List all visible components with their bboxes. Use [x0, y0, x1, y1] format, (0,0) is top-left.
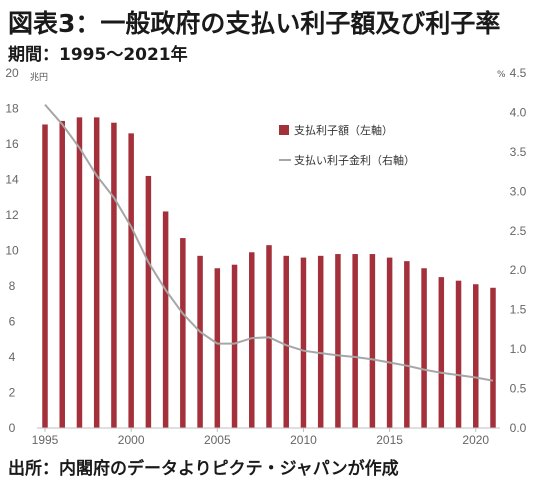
right-tick-label: 1.5	[510, 303, 527, 317]
right-tick-label: 0.5	[510, 382, 527, 396]
bar	[283, 255, 289, 428]
x-tick-label: 2020	[462, 433, 489, 447]
chart-subtitle: 期間：1995～2021年	[8, 45, 188, 65]
bar	[455, 280, 462, 428]
bar	[490, 287, 496, 428]
left-tick-label: 8	[9, 279, 16, 293]
bar	[386, 257, 393, 428]
right-tick-label: 0.0	[510, 421, 527, 435]
legend-bar-swatch	[279, 125, 289, 135]
bar	[59, 120, 65, 429]
bar	[404, 261, 410, 428]
bar	[214, 268, 221, 428]
bar	[231, 264, 238, 428]
bar	[300, 257, 307, 428]
bar	[352, 254, 358, 428]
bar-series	[42, 117, 496, 429]
x-tick-label: 2015	[376, 433, 403, 447]
left-tick-label: 12	[5, 208, 19, 222]
bar	[162, 211, 169, 428]
right-axis-unit: %	[497, 70, 506, 80]
left-tick-label: 16	[5, 137, 19, 151]
bar	[111, 122, 117, 428]
bar	[438, 277, 445, 428]
right-tick-label: 3.0	[510, 184, 527, 198]
x-tick-label: 1995	[32, 433, 59, 447]
x-tick-label: 2000	[118, 433, 145, 447]
bar	[180, 238, 186, 428]
bar	[145, 175, 152, 428]
left-tick-label: 4	[9, 350, 16, 364]
right-tick-label: 2.5	[510, 224, 527, 238]
bar	[128, 133, 134, 428]
x-tick-label: 2005	[204, 433, 231, 447]
source-note: 出所：内閣府のデータよりピクテ・ジャパンが作成	[8, 459, 399, 479]
legend: 支払利子額（左軸） 支払い利子金利（右軸）	[279, 123, 415, 167]
chart-title: 図表3：一般政府の支払い利子額及び利子率	[8, 9, 501, 38]
bar	[473, 284, 479, 428]
x-axis-ticks: 1995 2000 2005 2010 2015 2020	[32, 428, 489, 447]
bar	[197, 255, 203, 428]
bar	[335, 254, 341, 428]
x-tick-label: 2010	[290, 433, 317, 447]
left-axis-ticks: 0 2 4 6 8 10 12 14 16 18 20	[5, 66, 19, 435]
left-tick-label: 10	[5, 244, 19, 258]
left-axis-unit: 兆円	[30, 72, 48, 83]
bar	[369, 254, 376, 428]
left-tick-label: 18	[5, 102, 19, 116]
bar	[421, 268, 427, 428]
right-tick-label: 3.5	[510, 145, 527, 159]
right-tick-label: 1.0	[510, 342, 527, 356]
legend-bar-label: 支払利子額（左軸）	[294, 123, 393, 137]
legend-line-label: 支払い利子金利（右軸）	[294, 153, 415, 167]
bar	[249, 252, 255, 428]
bar	[76, 117, 83, 428]
right-tick-label: 2.0	[510, 263, 527, 277]
bar	[42, 124, 48, 428]
left-tick-label: 0	[9, 421, 16, 435]
left-tick-label: 2	[9, 386, 16, 400]
left-tick-label: 14	[5, 173, 19, 187]
rate-line	[44, 103, 494, 382]
right-axis-ticks: 0.0 0.5 1.0 1.5 2.0 2.5 3.0 3.5 4.0 4.5	[510, 66, 527, 435]
bar	[317, 255, 324, 428]
right-tick-label: 4.5	[510, 66, 527, 80]
left-tick-label: 6	[9, 315, 16, 329]
bar	[93, 117, 100, 428]
left-tick-label: 20	[5, 66, 19, 80]
right-tick-label: 4.0	[510, 105, 527, 119]
